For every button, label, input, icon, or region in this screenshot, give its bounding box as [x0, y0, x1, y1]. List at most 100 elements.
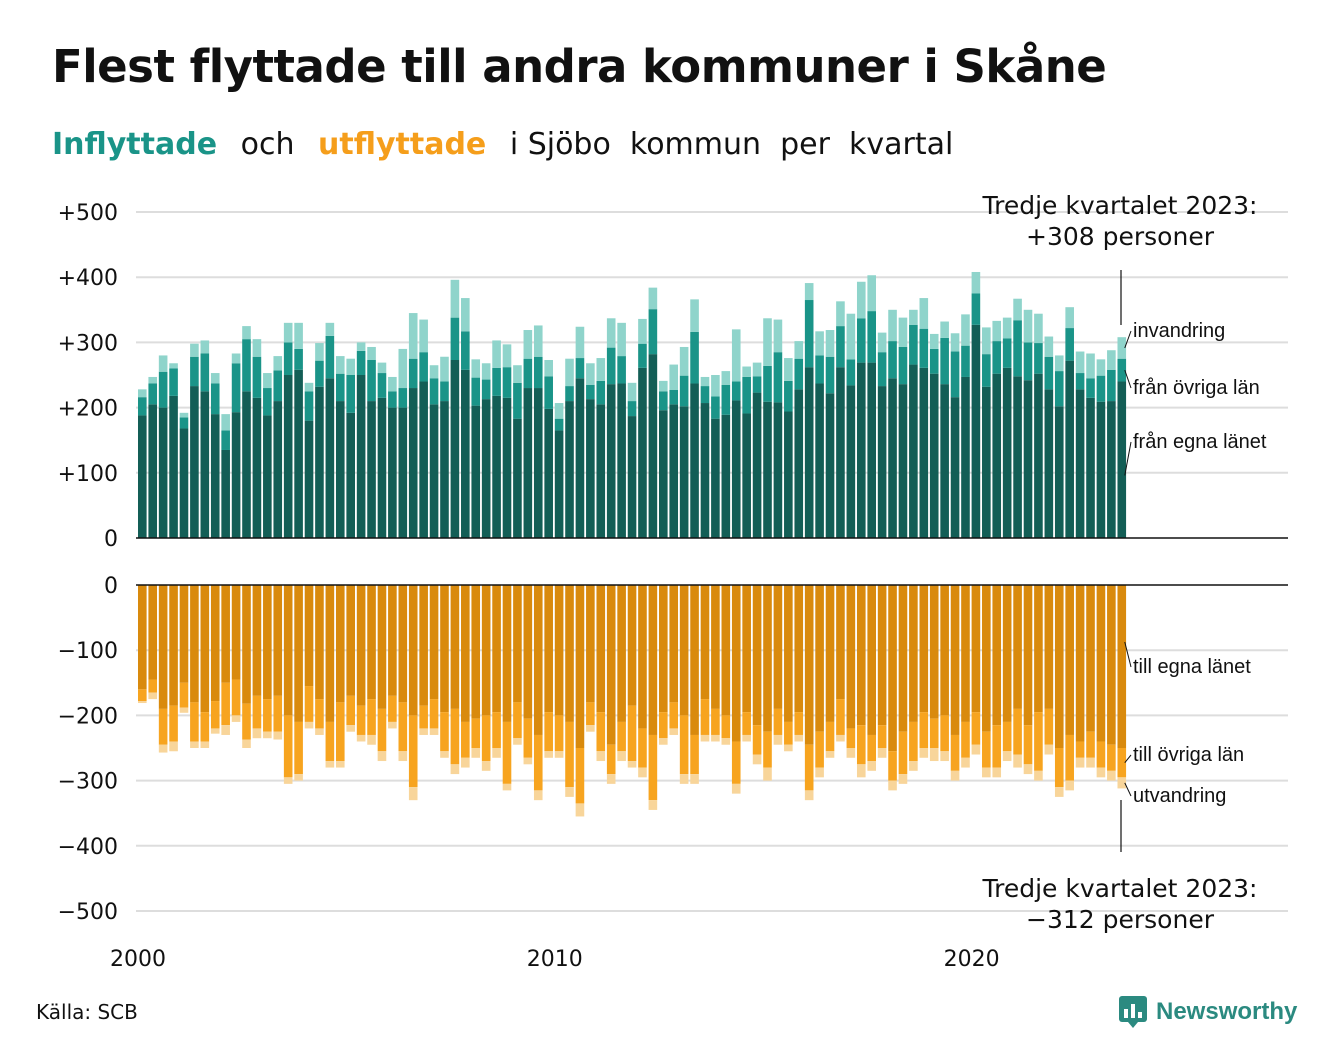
bar-in-1: [586, 384, 595, 400]
bar-in-1: [565, 386, 574, 402]
bar-out-0: [158, 585, 168, 709]
series-label-leader-in: [1124, 441, 1132, 476]
bar-out-1: [919, 712, 929, 748]
bar-out-0: [408, 585, 418, 716]
bar-in-0: [325, 378, 335, 538]
bar-out-0: [346, 585, 355, 696]
bar-in-1: [273, 370, 283, 402]
bar-in-1: [388, 391, 397, 408]
bar-out-1: [763, 731, 772, 768]
bar-out-0: [1002, 585, 1012, 722]
bar-in-0: [221, 449, 230, 538]
bar-out-1: [1034, 712, 1043, 771]
x-tick-label: 2020: [944, 947, 1000, 972]
bar-out-2: [815, 767, 824, 778]
bar-out-2: [377, 751, 387, 762]
bar-out-1: [252, 695, 262, 729]
bar-in-1: [190, 356, 199, 387]
bar-out-1: [856, 725, 866, 765]
bar-in-1: [731, 381, 741, 401]
bar-in-0: [554, 430, 564, 538]
bar-in-0: [982, 386, 991, 538]
bar-in-0: [304, 420, 314, 538]
bar-out-0: [909, 585, 918, 722]
bar-out-2: [450, 764, 460, 775]
bar-in-2: [586, 363, 595, 385]
bar-in-1: [252, 356, 262, 398]
bar-in-2: [419, 319, 428, 353]
y-tick-label-bottom: −200: [58, 704, 118, 729]
bar-in-2: [450, 279, 460, 318]
bar-in-2: [794, 341, 804, 359]
bar-out-1: [898, 731, 908, 775]
bar-out-2: [533, 790, 543, 801]
bar-out-0: [1117, 585, 1127, 748]
bar-out-0: [659, 585, 668, 713]
bar-in-0: [888, 378, 897, 538]
bar-out-2: [1107, 770, 1116, 781]
bar-in-1: [158, 371, 168, 408]
bar-out-1: [200, 712, 210, 742]
bar-in-0: [992, 373, 1002, 538]
bar-out-0: [138, 585, 147, 690]
bar-in-1: [242, 339, 251, 392]
bar-in-2: [221, 414, 230, 431]
bar-out-0: [263, 585, 272, 700]
bar-out-2: [856, 764, 866, 778]
source-note: Källa: SCB: [36, 1000, 138, 1024]
bar-out-0: [398, 585, 408, 703]
bar-out-2: [1013, 754, 1022, 768]
bar-out-1: [648, 734, 658, 801]
bar-out-1: [721, 715, 731, 739]
bar-out-0: [283, 585, 293, 716]
bar-in-1: [148, 383, 158, 405]
bar-out-0: [763, 585, 772, 732]
bar-in-0: [273, 401, 283, 538]
bar-in-0: [929, 373, 939, 538]
bar-out-0: [325, 585, 335, 722]
x-tick-label: 2000: [110, 947, 166, 972]
bar-out-1: [1107, 744, 1116, 771]
bar-in-0: [815, 383, 824, 538]
bar-out-0: [742, 585, 751, 713]
bar-out-2: [367, 734, 376, 745]
bar-in-2: [856, 281, 866, 319]
bar-in-1: [377, 373, 387, 398]
bar-out-1: [606, 744, 616, 775]
bar-out-0: [554, 585, 564, 716]
bar-out-1: [1086, 731, 1095, 758]
bar-in-1: [909, 324, 918, 365]
bar-out-1: [1065, 734, 1074, 781]
y-tick-label-top: +500: [58, 201, 118, 226]
bar-in-0: [502, 397, 512, 538]
bar-out-0: [1075, 585, 1085, 742]
bar-out-2: [888, 780, 897, 791]
bar-out-2: [471, 748, 481, 758]
bar-in-0: [346, 412, 355, 538]
bar-in-0: [1086, 397, 1095, 538]
bar-out-1: [669, 702, 679, 729]
bar-out-1: [315, 699, 324, 729]
bar-out-0: [700, 585, 710, 700]
y-tick-label-top: +100: [58, 462, 118, 487]
bar-out-2: [982, 767, 991, 778]
bar-out-0: [1096, 585, 1106, 742]
bar-out-1: [575, 748, 585, 804]
bar-in-2: [836, 301, 845, 327]
bar-in-2: [1034, 313, 1043, 344]
bar-in-2: [752, 362, 762, 377]
bar-in-2: [679, 346, 689, 376]
bar-out-1: [659, 712, 668, 739]
bar-in-0: [1117, 381, 1127, 538]
newsworthy-logo[interactable]: Newsworthy: [1118, 995, 1297, 1029]
bar-out-1: [1013, 708, 1022, 755]
bar-out-1: [1096, 741, 1106, 768]
y-tick-label-top: 0: [104, 527, 118, 552]
bar-in-2: [200, 340, 210, 354]
bar-out-1: [794, 712, 804, 735]
bar-in-2: [1023, 309, 1033, 343]
bar-in-1: [929, 348, 939, 374]
bar-out-0: [575, 585, 585, 748]
bar-out-2: [763, 767, 772, 781]
bar-in-2: [242, 326, 251, 340]
